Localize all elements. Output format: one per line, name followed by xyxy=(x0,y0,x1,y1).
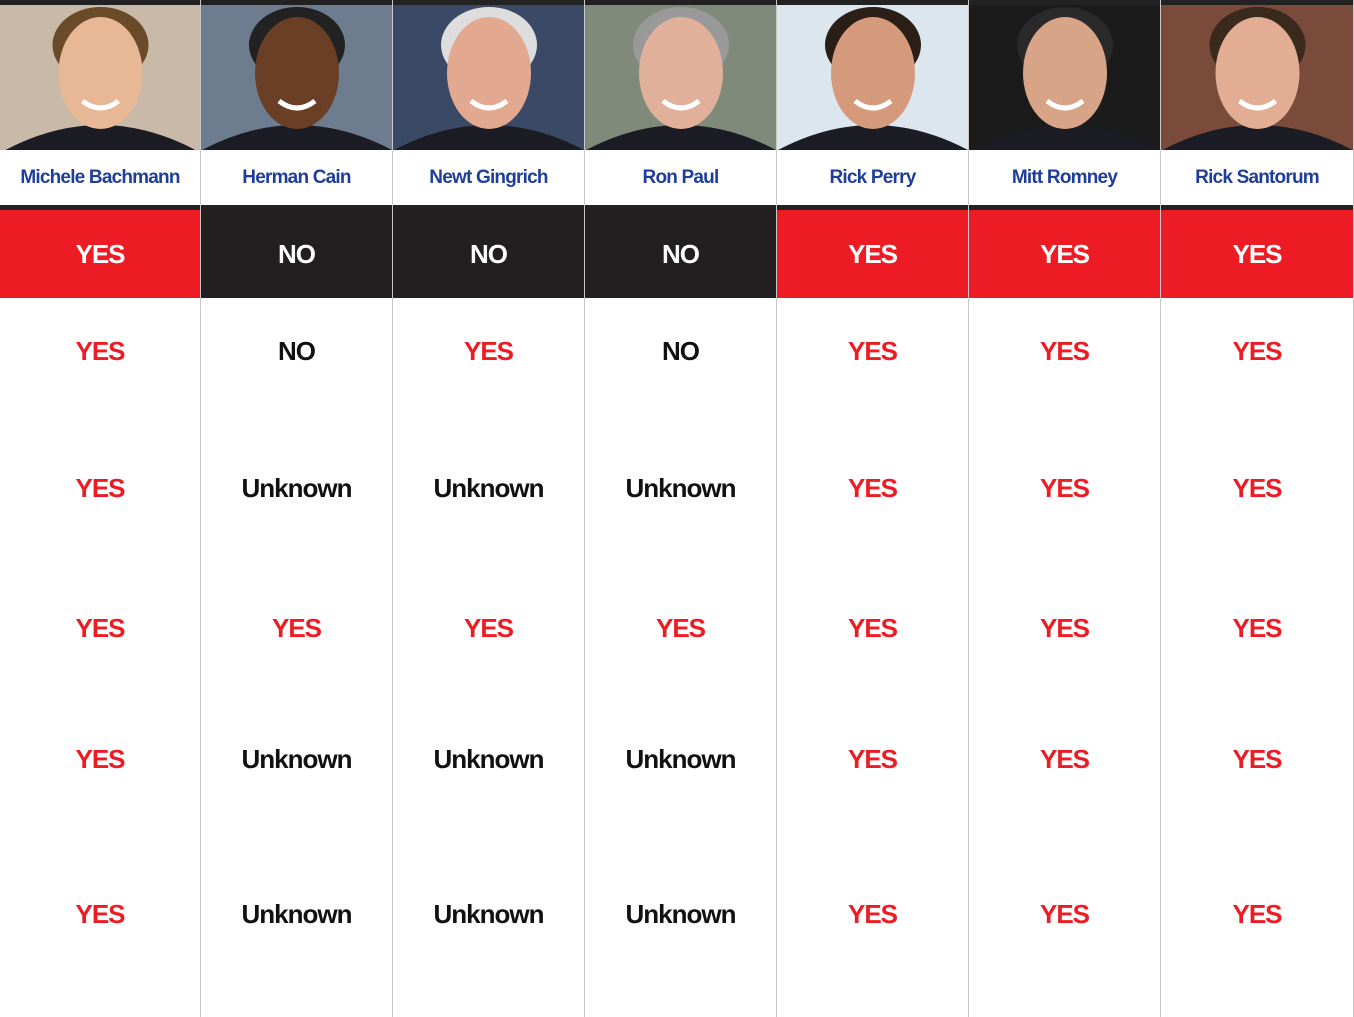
candidate-name: Herman Cain xyxy=(201,150,392,205)
answer-cell: YES xyxy=(969,834,1160,994)
answer-cell: YES xyxy=(0,572,200,684)
face xyxy=(447,17,531,129)
candidate-photo xyxy=(585,5,776,150)
answer-cell: YES xyxy=(585,572,776,684)
answer-cell: Unknown xyxy=(201,404,392,572)
answer-cell: NO xyxy=(201,298,392,404)
answer-cell: YES xyxy=(777,834,968,994)
answer-cell: YES xyxy=(1161,834,1353,994)
candidate-photo xyxy=(777,5,968,150)
answer-cell: Unknown xyxy=(201,834,392,994)
answer-cell: Unknown xyxy=(585,834,776,994)
candidate-photo xyxy=(0,5,200,150)
portrait xyxy=(585,5,776,150)
answer-cell: YES xyxy=(969,298,1160,404)
answer-cell: YES xyxy=(777,298,968,404)
answer-cell: YES xyxy=(969,404,1160,572)
candidate-name: Rick Perry xyxy=(777,150,968,205)
face xyxy=(1023,17,1107,129)
answer-cell: YES xyxy=(0,404,200,572)
answer-cell: YES xyxy=(969,684,1160,834)
candidate-photo xyxy=(1161,5,1353,150)
answer-cell: YES xyxy=(777,684,968,834)
answer-cell: Unknown xyxy=(393,834,584,994)
answer-cell: NO xyxy=(585,298,776,404)
face xyxy=(831,17,915,129)
candidate-photo xyxy=(393,5,584,150)
answer-cell: Unknown xyxy=(393,404,584,572)
answer-cell: YES xyxy=(1161,572,1353,684)
answer-cell: YES xyxy=(969,210,1160,298)
answer-cell: YES xyxy=(201,572,392,684)
answer-cell: YES xyxy=(393,572,584,684)
answer-cell: Unknown xyxy=(201,684,392,834)
answer-cell: YES xyxy=(777,404,968,572)
answer-cell: YES xyxy=(1161,298,1353,404)
portrait xyxy=(0,5,200,150)
answer-cell: YES xyxy=(969,572,1160,684)
candidate-photo xyxy=(201,5,392,150)
portrait xyxy=(393,5,584,150)
portrait xyxy=(1161,5,1353,150)
candidate-photo xyxy=(969,5,1160,150)
answer-cell: Unknown xyxy=(585,684,776,834)
answer-cell: YES xyxy=(0,210,200,298)
answer-cell: YES xyxy=(777,210,968,298)
answer-cell: YES xyxy=(777,572,968,684)
portrait xyxy=(969,5,1160,150)
face xyxy=(255,17,339,129)
candidate-name: Michele Bachmann xyxy=(0,150,200,205)
portrait xyxy=(777,5,968,150)
answer-cell: YES xyxy=(1161,404,1353,572)
page: Michele BachmannYESYESYESYESYESYES Herma… xyxy=(0,0,1354,1017)
portrait xyxy=(201,5,392,150)
answer-cell: NO xyxy=(393,210,584,298)
face xyxy=(59,17,143,129)
answer-cell: NO xyxy=(585,210,776,298)
answer-cell: YES xyxy=(1161,684,1353,834)
candidate-name: Mitt Romney xyxy=(969,150,1160,205)
answer-cell: NO xyxy=(201,210,392,298)
answer-cell: YES xyxy=(1161,210,1353,298)
answer-cell: YES xyxy=(393,298,584,404)
answer-cell: Unknown xyxy=(585,404,776,572)
answer-cell: Unknown xyxy=(393,684,584,834)
candidate-name: Ron Paul xyxy=(585,150,776,205)
face xyxy=(639,17,723,129)
face xyxy=(1216,17,1300,129)
answer-cell: YES xyxy=(0,834,200,994)
answer-cell: YES xyxy=(0,684,200,834)
candidate-name: Newt Gingrich xyxy=(393,150,584,205)
candidate-name: Rick Santorum xyxy=(1161,150,1353,205)
answer-cell: YES xyxy=(0,298,200,404)
